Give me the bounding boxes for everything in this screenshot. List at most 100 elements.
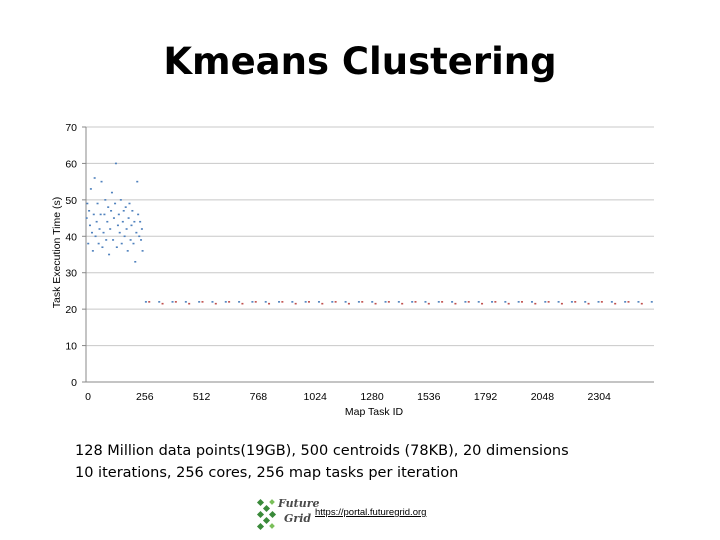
data-point <box>560 302 563 305</box>
data-point <box>268 302 271 305</box>
x-axis-ticks: 0 256 512 768 1024 1280 1536 1792 2048 2304 <box>85 391 611 403</box>
data-point <box>530 301 533 303</box>
data-point <box>254 301 257 303</box>
data-point <box>291 301 294 303</box>
data-point <box>105 239 108 241</box>
data-point <box>437 301 440 303</box>
x-tick-label: 512 <box>193 391 211 403</box>
data-point <box>454 302 457 305</box>
data-point <box>547 301 550 303</box>
data-point <box>534 302 537 305</box>
data-point <box>137 213 140 216</box>
data-point <box>228 301 231 303</box>
data-point <box>424 301 427 303</box>
data-point <box>131 209 134 212</box>
data-point <box>198 301 201 303</box>
y-tick-label: 10 <box>65 341 77 353</box>
data-point <box>91 250 94 252</box>
data-point <box>116 224 119 227</box>
data-point <box>104 199 107 201</box>
x-tick-label: 1280 <box>360 391 384 403</box>
data-point <box>108 253 111 256</box>
data-point <box>357 301 360 303</box>
x-axis-title: Map Task ID <box>345 406 404 418</box>
data-point <box>132 242 135 245</box>
futuregrid-logo: Future Grid <box>254 494 320 534</box>
data-point <box>574 301 577 303</box>
data-point <box>106 220 109 223</box>
logo-word-bottom: Grid <box>284 512 312 525</box>
data-point <box>371 301 374 303</box>
data-point <box>517 301 520 303</box>
data-point <box>118 231 121 234</box>
data-point <box>135 231 138 234</box>
data-point <box>451 301 454 303</box>
data-point <box>109 228 112 230</box>
data-point <box>307 301 310 303</box>
data-point <box>650 301 653 303</box>
data-point <box>99 213 102 216</box>
data-point <box>136 180 139 183</box>
data-point <box>304 301 307 303</box>
data-point <box>331 301 334 303</box>
data-point <box>174 301 177 303</box>
data-point <box>95 220 98 223</box>
data-point <box>264 301 267 303</box>
x-tick-label: 2304 <box>588 391 612 403</box>
data-point <box>627 301 630 303</box>
y-tick-label: 60 <box>65 158 77 170</box>
data-point <box>251 301 254 303</box>
data-point <box>89 188 92 190</box>
data-point <box>587 302 590 305</box>
data-point <box>93 177 96 179</box>
data-point <box>384 301 387 303</box>
data-point <box>544 301 547 303</box>
caption-line-1: 128 Million data points(19GB), 500 centr… <box>75 443 569 459</box>
data-point <box>610 301 613 303</box>
y-tick-label: 0 <box>71 377 77 389</box>
data-point <box>387 301 390 303</box>
data-point <box>347 302 350 305</box>
data-point <box>87 242 90 245</box>
caption-line-2: 10 iterations, 256 cores, 256 map tasks … <box>75 465 459 481</box>
data-point <box>124 206 127 208</box>
data-point <box>100 180 103 183</box>
scatter-chart: 0 10 20 30 40 50 60 70 0 256 512 768 1024 1280 1536 17… <box>51 122 654 418</box>
data-point <box>121 220 124 223</box>
data-point <box>148 301 151 303</box>
portal-link[interactable]: https://portal.futuregrid.org <box>315 507 427 518</box>
data-point <box>144 301 147 303</box>
data-point <box>504 301 507 303</box>
data-point <box>427 302 430 305</box>
data-point <box>281 301 284 303</box>
data-point <box>85 217 88 219</box>
y-axis-title: Task Execution Time (s) <box>51 197 63 308</box>
data-point <box>127 217 130 219</box>
data-point <box>110 191 113 194</box>
data-point <box>214 302 217 305</box>
data-point <box>211 301 214 303</box>
data-point <box>441 301 444 303</box>
data-point <box>140 239 143 241</box>
data-point <box>584 301 587 303</box>
data-point <box>125 228 128 230</box>
data-points <box>85 162 653 305</box>
data-point <box>238 301 241 303</box>
data-point <box>224 301 227 303</box>
data-point <box>128 202 131 205</box>
data-point <box>374 302 377 305</box>
data-point <box>557 301 560 303</box>
data-point <box>477 301 480 303</box>
data-point <box>129 239 132 241</box>
data-point <box>507 302 510 305</box>
slide-title: Kmeans Clustering <box>163 40 557 83</box>
data-point <box>494 301 497 303</box>
data-point <box>397 301 400 303</box>
x-tick-label: 1792 <box>474 391 498 403</box>
data-point <box>88 209 91 212</box>
data-point <box>140 228 143 230</box>
data-point <box>110 209 113 212</box>
data-point <box>115 246 118 249</box>
data-point <box>86 202 89 205</box>
x-tick-label: 1024 <box>304 391 328 403</box>
